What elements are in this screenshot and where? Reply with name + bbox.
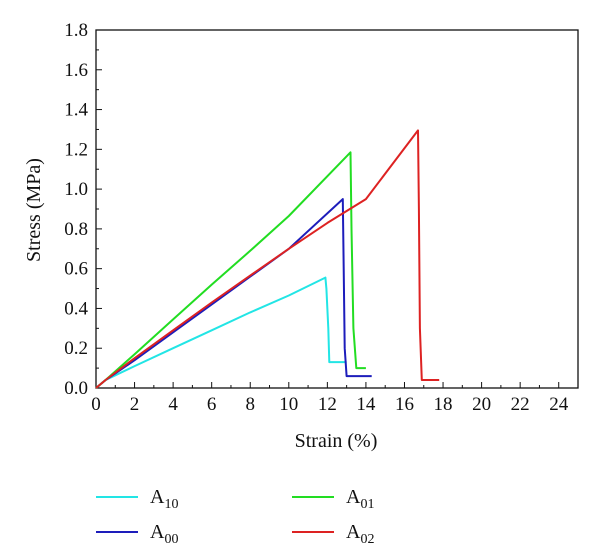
series-line-a10 <box>95 276 347 389</box>
x-tick-label: 10 <box>279 394 298 415</box>
series-lines <box>95 129 440 389</box>
x-tick-label: 16 <box>395 394 414 415</box>
legend-label: A01 <box>346 486 374 512</box>
y-tick-label: 0.8 <box>64 219 88 240</box>
x-tick-label: 20 <box>472 394 491 415</box>
x-tick-label: 14 <box>356 394 376 415</box>
y-tick-label: 1.8 <box>64 20 88 41</box>
y-axis-title: Stress (MPa) <box>23 158 45 262</box>
x-tick-label: 2 <box>130 394 140 415</box>
x-tick-label: 0 <box>91 394 101 415</box>
x-tick-label: 6 <box>207 394 217 415</box>
series-line-a00 <box>95 198 372 389</box>
x-tick-label: 22 <box>511 394 530 415</box>
y-tick-label: 0.2 <box>64 338 88 359</box>
x-axis-title: Strain (%) <box>295 430 378 452</box>
x-tick-label: 24 <box>549 394 569 415</box>
x-tick-label: 8 <box>245 394 255 415</box>
x-tick-label: 12 <box>318 394 337 415</box>
legend-label: A10 <box>150 486 178 512</box>
y-tick-label: 1.4 <box>64 100 88 121</box>
legend-label: A00 <box>150 521 178 547</box>
y-tick-label: 1.2 <box>64 139 88 160</box>
legend-label: A02 <box>346 521 374 547</box>
legend: A10 A00 A01 A02 <box>96 486 374 547</box>
legend-item-a00: A00 <box>96 521 178 547</box>
y-tick-label: 1.0 <box>64 179 88 200</box>
legend-item-a02: A02 <box>292 521 374 547</box>
x-tick-label: 4 <box>168 394 178 415</box>
y-tick-label: 0.0 <box>64 378 88 399</box>
legend-item-a10: A10 <box>96 486 178 512</box>
x-tick-label: 18 <box>434 394 453 415</box>
series-line-a01 <box>95 151 366 389</box>
y-tick-label: 0.6 <box>64 259 88 280</box>
y-tick-label: 0.4 <box>64 298 88 319</box>
axis-ticks: 0 2 4 6 8 10 12 14 16 18 20 22 240.00.20.40.60.81.01… <box>64 20 568 415</box>
series-line-a02 <box>95 129 440 389</box>
y-tick-label: 1.6 <box>64 60 88 81</box>
legend-item-a01: A01 <box>292 486 374 512</box>
